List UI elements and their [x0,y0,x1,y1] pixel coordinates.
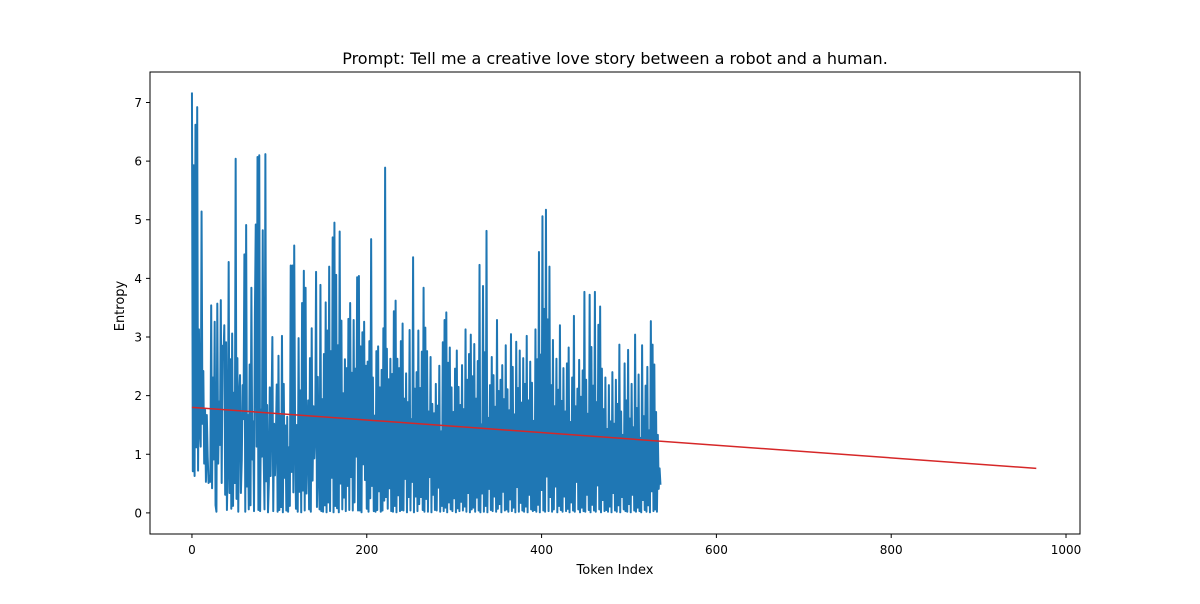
axes: 0 200 400 600 800 1000 0 1 2 3 4 5 6 7 [134,71,1082,557]
x-tick-label: 600 [705,543,728,557]
y-tick-label: 1 [134,448,142,462]
y-tick-label: 7 [134,96,142,110]
entropy-series-line [190,92,662,514]
x-tick-label: 200 [355,543,378,557]
x-axis-label: Token Index [576,563,654,578]
y-tick-label: 2 [134,389,142,403]
y-tick-label: 6 [134,155,142,169]
x-tick-label: 400 [530,543,553,557]
y-tick-label: 3 [134,331,142,345]
plot-area [190,92,1037,514]
y-tick-label: 5 [134,213,142,227]
x-tick-label: 1000 [1051,543,1082,557]
y-tick-label: 0 [134,506,142,520]
y-axis-label: Entropy [113,280,128,331]
x-tick-label: 0 [188,543,196,557]
plot-frame [149,71,1081,535]
trend-line [191,406,1037,470]
y-tick-label: 4 [134,272,142,286]
x-tick-label: 800 [880,543,903,557]
chart-title: Prompt: Tell me a creative love story be… [342,49,888,68]
